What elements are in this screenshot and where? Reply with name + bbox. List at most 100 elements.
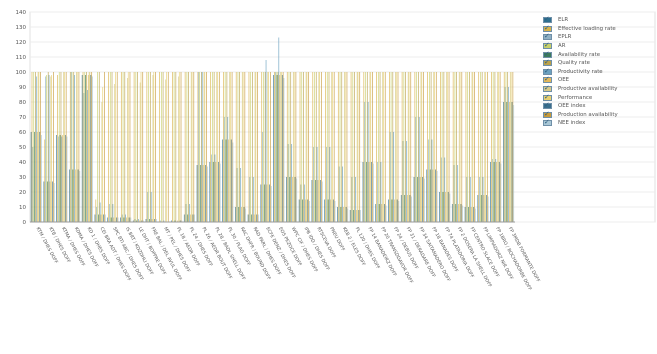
bar [229, 72, 230, 222]
bar [46, 75, 47, 222]
bar [339, 72, 341, 222]
bar [316, 147, 318, 222]
legend-checkbox[interactable]: ✓ [543, 50, 552, 58]
legend-item[interactable]: ✓ Availability rate [543, 50, 651, 59]
bar [254, 72, 256, 222]
bar [380, 162, 382, 222]
bar [485, 72, 486, 222]
bar [496, 162, 497, 222]
bar [446, 72, 448, 222]
bar [152, 75, 154, 222]
bar [405, 72, 406, 222]
bar [391, 199, 393, 222]
bar [142, 72, 144, 222]
legend-checkbox[interactable]: ✓ [543, 84, 552, 93]
bar [223, 72, 224, 222]
legend-item[interactable]: ✓ Performance [543, 93, 651, 102]
bar [303, 184, 305, 222]
bar [209, 162, 211, 222]
legend-checkbox[interactable]: ✓ [543, 110, 552, 118]
bar [204, 72, 206, 222]
legend-checkbox[interactable]: ✓ [543, 93, 552, 101]
bar [296, 178, 298, 222]
legend-checkbox[interactable]: ✓ [543, 32, 552, 41]
bar [43, 181, 45, 222]
legend-checkbox[interactable]: ✓ [543, 118, 552, 127]
bar [406, 195, 408, 222]
legend-item[interactable]: ✓ Productive availability [543, 84, 651, 94]
bar [426, 169, 428, 222]
bar [389, 132, 391, 222]
legend-label: OEE index [558, 103, 586, 110]
legend-checkbox[interactable]: ✓ [543, 67, 552, 75]
bar [40, 72, 41, 222]
bar [401, 72, 403, 222]
legend-checkbox[interactable]: ✓ [543, 15, 552, 24]
bar [480, 72, 481, 222]
bar [34, 132, 35, 222]
legend-checkbox[interactable]: ✓ [543, 75, 552, 84]
bar [512, 72, 514, 222]
bar [213, 72, 215, 222]
legend-label: EPLR [558, 34, 572, 41]
bar [301, 72, 303, 222]
bar [230, 139, 232, 222]
legend-item[interactable]: ✓ AR [543, 41, 651, 51]
bar [344, 72, 346, 222]
bar [395, 72, 396, 222]
y-tick-label: 40 [19, 160, 26, 166]
bar [205, 165, 207, 222]
bar [81, 75, 83, 222]
bar [96, 207, 98, 222]
bar [377, 72, 379, 222]
bar [392, 72, 394, 222]
legend-item[interactable]: ✓ OEE [543, 75, 651, 85]
bar [305, 72, 307, 222]
bar [71, 72, 73, 222]
legend-item[interactable]: ✓ NEE index [543, 118, 651, 128]
bar [375, 204, 377, 222]
bar [288, 72, 290, 222]
legend-item[interactable]: ✓ Production availability [543, 110, 651, 120]
bar [308, 72, 310, 222]
bar [192, 214, 194, 222]
bar [461, 72, 463, 222]
bar [421, 72, 423, 222]
legend-item[interactable]: ✓ OEE index [543, 101, 651, 111]
bar [467, 72, 469, 222]
legend-checkbox[interactable]: ✓ [543, 101, 552, 110]
legend-checkbox[interactable]: ✓ [543, 58, 552, 67]
bar [58, 72, 60, 222]
bar [38, 72, 40, 222]
bar [505, 72, 507, 222]
legend-item[interactable]: ✓ Quality rate [543, 58, 651, 68]
bar [154, 219, 155, 222]
y-tick-label: 90 [19, 85, 26, 91]
bar [390, 72, 392, 222]
bar [278, 37, 280, 222]
bar [193, 72, 195, 222]
legend-item[interactable]: ✓ EPLR [543, 32, 651, 42]
bar [424, 178, 425, 222]
bar [367, 102, 369, 222]
bar [175, 72, 177, 222]
bar [281, 75, 283, 222]
bar [202, 165, 204, 222]
bar [447, 192, 449, 222]
legend-item[interactable]: ✓ Effective loading rate [543, 24, 651, 34]
bar [291, 144, 292, 222]
bar [191, 72, 193, 222]
legend-item[interactable]: ✓ ELR [543, 15, 651, 25]
bar [281, 72, 282, 222]
legend-item[interactable]: ✓ Productivity rate [543, 67, 651, 77]
bar [473, 207, 475, 222]
bar [86, 72, 87, 222]
bar [388, 199, 389, 222]
bar [223, 117, 225, 222]
legend-checkbox[interactable]: ✓ [543, 24, 552, 32]
legend-checkbox[interactable]: ✓ [543, 41, 552, 50]
y-tick-label: 30 [19, 175, 26, 181]
bar [89, 72, 91, 222]
bar [181, 220, 183, 222]
bar [69, 169, 70, 222]
